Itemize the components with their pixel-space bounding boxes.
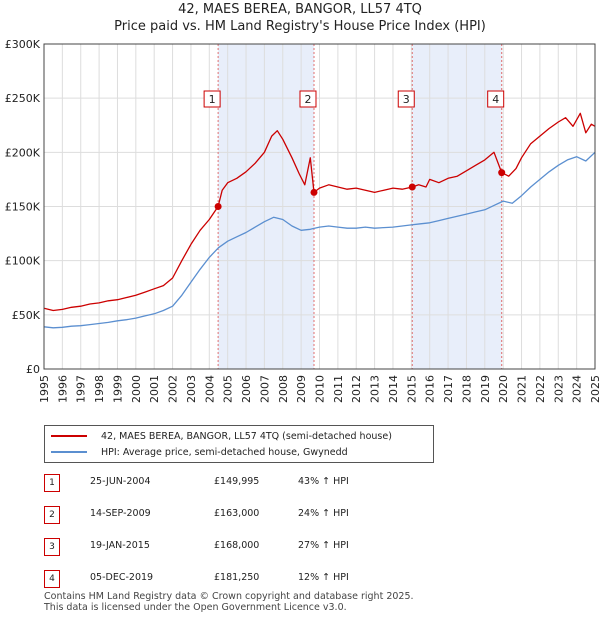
x-tick-label: 2021: [516, 375, 529, 403]
x-tick-label: 2018: [460, 375, 473, 403]
transaction-badge: 3: [44, 538, 60, 556]
legend-item-hpi: HPI: Average price, semi-detached house,…: [45, 444, 348, 460]
event-badge-label: 4: [492, 93, 499, 106]
legend-item-property: 42, MAES BEREA, BANGOR, LL57 4TQ (semi-d…: [45, 428, 392, 444]
sale-point: [214, 203, 222, 211]
x-tick-label: 2023: [552, 375, 565, 403]
y-tick-label: £250K: [5, 92, 41, 105]
x-tick-label: 2019: [479, 375, 492, 403]
x-tick-label: 2007: [258, 375, 271, 403]
x-tick-label: 2015: [405, 375, 418, 403]
table-row: 3 19-JAN-2015 £168,000 27% ↑ HPI: [44, 538, 404, 556]
transaction-hpi-change: 24% ↑ HPI: [298, 508, 349, 519]
table-row: 2 14-SEP-2009 £163,000 24% ↑ HPI: [44, 506, 404, 524]
x-tick-label: 2004: [203, 375, 216, 403]
footer-attribution: Contains HM Land Registry data © Crown c…: [44, 591, 414, 613]
transaction-hpi-change: 43% ↑ HPI: [298, 476, 349, 487]
x-tick-label: 1997: [75, 375, 88, 403]
sale-point: [408, 183, 416, 191]
transaction-badge: 2: [44, 506, 60, 524]
series-line-hpi: [43, 151, 596, 329]
event-badge-label: 3: [403, 93, 410, 106]
x-tick-label: 2014: [387, 375, 400, 403]
transaction-date: 05-DEC-2019: [90, 572, 154, 583]
legend-swatch-hpi: [51, 451, 87, 453]
legend-label-property: 42, MAES BEREA, BANGOR, LL57 4TQ (semi-d…: [101, 430, 392, 442]
y-tick-label: £100K: [5, 255, 41, 268]
event-badge: [299, 90, 317, 108]
x-tick-label: 2009: [295, 375, 308, 403]
x-tick-label: 2010: [314, 375, 327, 403]
event-badge-label: 2: [304, 93, 311, 106]
x-tick-label: 2003: [185, 375, 198, 403]
table-row: 4 05-DEC-2019 £181,250 12% ↑ HPI: [44, 570, 404, 588]
x-tick-label: 2024: [571, 375, 584, 403]
x-tick-label: 2001: [148, 375, 161, 403]
x-tick-label: 1996: [56, 375, 69, 403]
plot-frame: [43, 43, 596, 370]
event-badge: [487, 90, 505, 108]
chart-legend: 42, MAES BEREA, BANGOR, LL57 4TQ (semi-d…: [44, 425, 434, 463]
event-badge: [397, 90, 415, 108]
x-tick-label: 2025: [589, 375, 600, 403]
y-tick-label: £0: [26, 363, 40, 376]
x-tick-label: 2008: [277, 375, 290, 403]
x-tick-label: 1995: [38, 375, 51, 403]
x-tick-label: 2011: [332, 375, 345, 403]
transaction-badge: 1: [44, 474, 60, 492]
price-chart: 1 2 3 4 £0 £50K £100K £150K £200K £250K £300K 1995 1…: [5, 38, 600, 403]
x-tick-label: 2013: [369, 375, 382, 403]
y-tick-label: £150K: [5, 201, 41, 214]
transaction-date: 19-JAN-2015: [90, 540, 150, 551]
legend-swatch-property: [51, 435, 87, 437]
event-badge: [203, 90, 221, 108]
y-tick-label: £300K: [5, 38, 41, 51]
x-tick-label: 2017: [442, 375, 455, 403]
y-tick-label: £50K: [12, 309, 41, 322]
transaction-price: £181,250: [214, 572, 260, 583]
x-tick-label: 2005: [222, 375, 235, 403]
sale-point: [498, 169, 506, 177]
x-tick-label: 1998: [93, 375, 106, 403]
x-tick-label: 1999: [111, 375, 124, 403]
x-tick-label: 2012: [350, 375, 363, 403]
transaction-price: £168,000: [214, 540, 260, 551]
event-badge-label: 1: [209, 93, 216, 106]
transaction-price: £163,000: [214, 508, 260, 519]
footer-line-licence: This data is licensed under the Open Gov…: [44, 602, 347, 613]
sale-point: [310, 188, 318, 196]
transaction-badge: 4: [44, 570, 60, 588]
footer-line-copyright: Contains HM Land Registry data © Crown c…: [44, 591, 414, 602]
chart-title: 42, MAES BEREA, BANGOR, LL57 4TQ: [178, 2, 422, 17]
x-tick-label: 2006: [240, 375, 253, 403]
transaction-hpi-change: 12% ↑ HPI: [298, 572, 349, 583]
transaction-date: 25-JUN-2004: [90, 476, 151, 487]
x-tick-label: 2020: [497, 375, 510, 403]
series-line-property: [43, 112, 596, 312]
transaction-hpi-change: 27% ↑ HPI: [298, 540, 349, 551]
x-tick-label: 2002: [167, 375, 180, 403]
table-row: 1 25-JUN-2004 £149,995 43% ↑ HPI: [44, 474, 404, 492]
chart-subtitle: Price paid vs. HM Land Registry's House …: [114, 19, 486, 34]
transaction-date: 14-SEP-2009: [90, 508, 151, 519]
x-tick-label: 2000: [130, 375, 143, 403]
transaction-price: £149,995: [214, 476, 260, 487]
x-tick-label: 2022: [534, 375, 547, 403]
y-tick-label: £200K: [5, 146, 41, 159]
legend-label-hpi: HPI: Average price, semi-detached house,…: [101, 446, 348, 458]
x-tick-label: 2016: [424, 375, 437, 403]
